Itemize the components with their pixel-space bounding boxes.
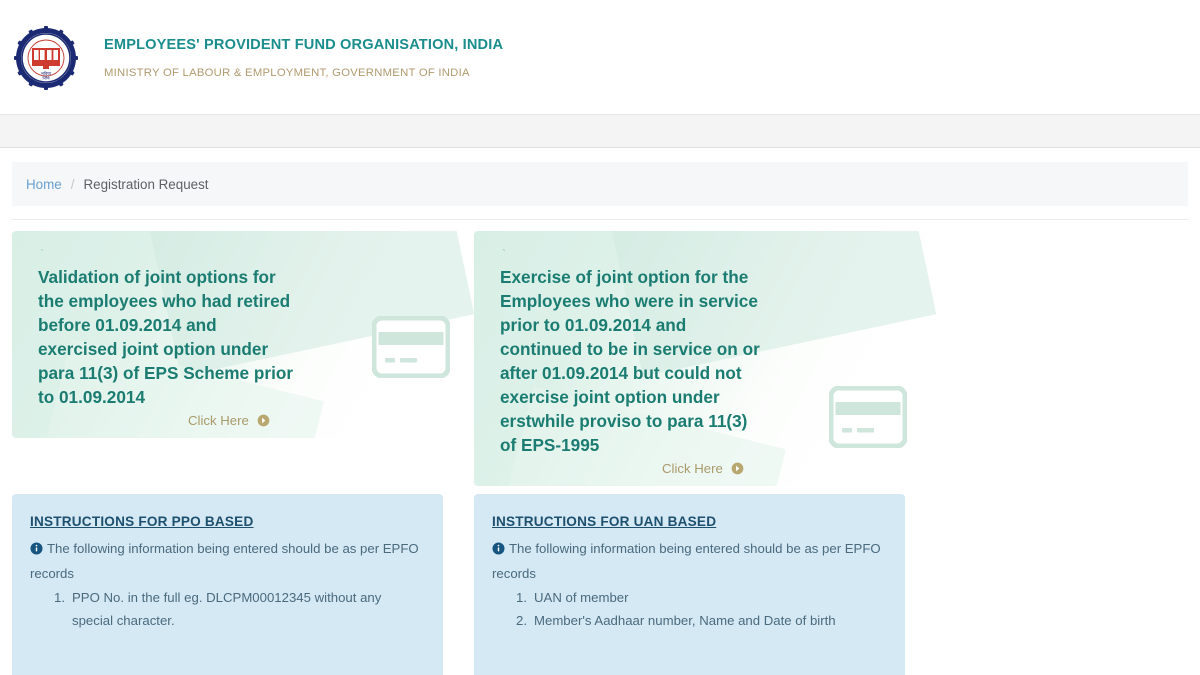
- info-circle-icon: [30, 539, 43, 563]
- promo-card-text-1: Validation of joint options for the empl…: [38, 267, 294, 407]
- promo-cards-row: ` Validation of joint options for the em…: [0, 220, 1200, 486]
- click-here-label-1: Click Here: [188, 413, 249, 428]
- instructions-lead-ppo: The following information being entered …: [30, 537, 425, 586]
- instructions-title-ppo: INSTRUCTIONS FOR PPO BASED: [30, 514, 254, 529]
- instructions-lead-uan: The following information being entered …: [492, 537, 887, 586]
- list-item: Member's Aadhaar number, Name and Date o…: [516, 609, 836, 632]
- promo-card-col-1: ` Validation of joint options for the em…: [12, 231, 474, 486]
- breadcrumb-item-home[interactable]: Home: [26, 176, 62, 192]
- instructions-row: INSTRUCTIONS FOR PPO BASED The following…: [0, 494, 1200, 675]
- svg-text:भविष्य: भविष्य: [41, 71, 52, 76]
- breadcrumb: Home / Registration Request: [12, 162, 1188, 206]
- instructions-lead-text-ppo: The following information being entered …: [30, 540, 419, 582]
- main-navbar[interactable]: [0, 114, 1200, 148]
- breadcrumb-separator: /: [70, 176, 75, 192]
- promo-card-text-2: Exercise of joint option for the Employe…: [500, 267, 760, 455]
- site-header: भविष्य निधि EMPLOYEES' PROVIDENT FUND OR…: [0, 0, 1200, 114]
- instructions-list-ppo: PPO No. in the full eg. DLCPM00012345 wi…: [30, 586, 425, 633]
- card-quote-mark-2: `: [502, 247, 506, 261]
- instructions-list-uan: UAN of member Member's Aadhaar number, N…: [492, 586, 887, 633]
- card-quote-mark: `: [40, 247, 44, 261]
- instructions-panel-ppo: INSTRUCTIONS FOR PPO BASED The following…: [12, 494, 443, 675]
- header-text-block: EMPLOYEES' PROVIDENT FUND ORGANISATION, …: [104, 35, 503, 79]
- info-circle-icon-2: [492, 539, 505, 563]
- click-here-link-2[interactable]: Click Here: [500, 461, 920, 478]
- instructions-col-2: INSTRUCTIONS FOR UAN BASED The following…: [474, 494, 936, 675]
- list-item: UAN of member: [516, 586, 629, 609]
- organisation-title: EMPLOYEES' PROVIDENT FUND ORGANISATION, …: [104, 37, 504, 54]
- arrow-right-circle-icon-2: [731, 462, 744, 478]
- ministry-subtitle: MINISTRY OF LABOUR & EMPLOYMENT, GOVERNM…: [104, 66, 470, 79]
- instructions-lead-text-uan: The following information being entered …: [492, 540, 881, 582]
- click-here-label-2: Click Here: [662, 461, 723, 476]
- list-item: PPO No. in the full eg. DLCPM00012345 wi…: [54, 586, 382, 629]
- promo-card-validation-retired[interactable]: ` Validation of joint options for the em…: [12, 231, 474, 438]
- promo-card-exercise-joint-option[interactable]: ` Exercise of joint option for the Emplo…: [474, 231, 936, 486]
- instructions-panel-uan: INSTRUCTIONS FOR UAN BASED The following…: [474, 494, 905, 675]
- promo-card-col-2: ` Exercise of joint option for the Emplo…: [474, 231, 936, 486]
- breadcrumb-container: Home / Registration Request: [0, 148, 1200, 206]
- instructions-title-uan: INSTRUCTIONS FOR UAN BASED: [492, 514, 717, 529]
- instructions-col-1: INSTRUCTIONS FOR PPO BASED The following…: [12, 494, 474, 675]
- arrow-right-circle-icon: [257, 414, 270, 430]
- epfo-emblem-logo: भविष्य निधि: [14, 26, 78, 90]
- click-here-link-1[interactable]: Click Here: [38, 413, 458, 430]
- content-divider: [12, 219, 1188, 220]
- breadcrumb-item-current: Registration Request: [83, 176, 209, 192]
- svg-text:निधि: निधि: [42, 76, 49, 81]
